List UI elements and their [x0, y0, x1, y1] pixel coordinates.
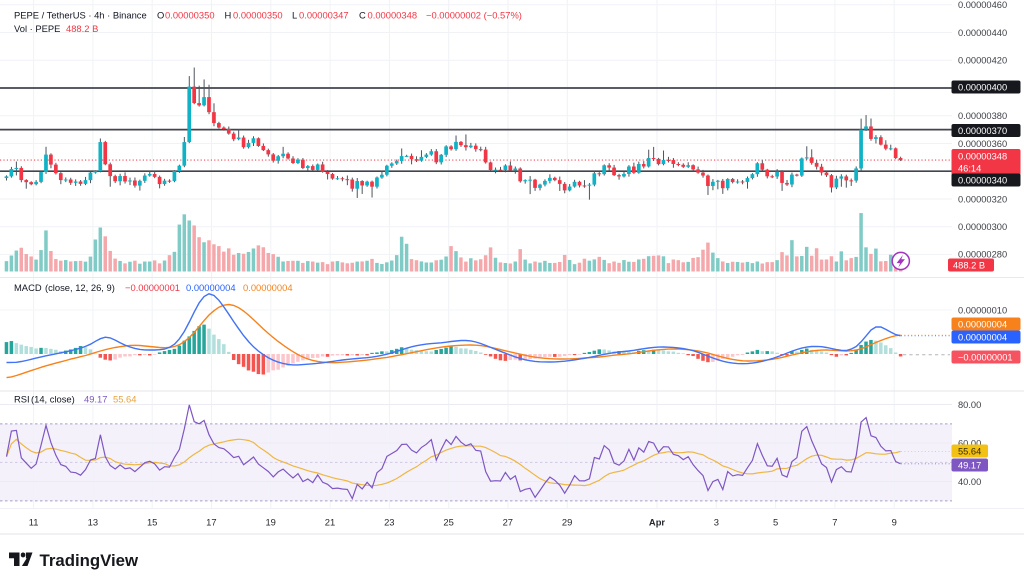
svg-text:49.17: 49.17	[84, 393, 107, 404]
svg-text:29: 29	[562, 516, 572, 527]
svg-text:25: 25	[443, 516, 453, 527]
svg-text:MACD: MACD	[14, 282, 42, 293]
svg-text:0.00000004: 0.00000004	[186, 282, 236, 293]
svg-text:3: 3	[714, 516, 719, 527]
svg-text:(14, close): (14, close)	[31, 393, 75, 404]
svg-text:488.2 B: 488.2 B	[953, 260, 985, 270]
svg-text:0.00000320: 0.00000320	[958, 194, 1007, 204]
svg-text:Apr: Apr	[649, 516, 665, 527]
svg-text:0.00000004: 0.00000004	[243, 282, 293, 293]
svg-text:13: 13	[88, 516, 98, 527]
svg-text:21: 21	[325, 516, 335, 527]
svg-text:0.00000300: 0.00000300	[958, 222, 1007, 232]
svg-text:0.00000440: 0.00000440	[958, 28, 1007, 38]
svg-text:−0.00000002 (−0.57%): −0.00000002 (−0.57%)	[426, 10, 522, 21]
svg-text:0.00000460: 0.00000460	[958, 0, 1007, 10]
svg-text:0.00000010: 0.00000010	[958, 305, 1007, 315]
svg-text:19: 19	[265, 516, 275, 527]
svg-text:7: 7	[832, 516, 837, 527]
svg-text:0.00000360: 0.00000360	[958, 139, 1007, 149]
svg-text:0.00000350: 0.00000350	[233, 10, 283, 21]
svg-text:27: 27	[503, 516, 513, 527]
svg-text:PEPE / TetherUS · 4h · Binance: PEPE / TetherUS · 4h · Binance	[14, 10, 147, 21]
svg-text:H: H	[225, 10, 232, 21]
svg-text:15: 15	[147, 516, 157, 527]
svg-text:0.00000347: 0.00000347	[299, 10, 349, 21]
svg-text:0.00000380: 0.00000380	[958, 111, 1007, 121]
svg-text:C: C	[359, 10, 366, 21]
svg-text:80.00: 80.00	[958, 400, 981, 410]
svg-text:0.00000370: 0.00000370	[958, 126, 1007, 136]
svg-text:L: L	[292, 10, 297, 21]
svg-text:0.00000348: 0.00000348	[368, 10, 418, 21]
svg-text:TradingView: TradingView	[40, 551, 139, 570]
svg-text:55.64: 55.64	[113, 393, 136, 404]
svg-text:0.00000400: 0.00000400	[958, 82, 1007, 92]
svg-text:5: 5	[773, 516, 778, 527]
svg-text:0.00000340: 0.00000340	[958, 175, 1007, 185]
svg-text:55.64: 55.64	[958, 446, 981, 456]
svg-text:46:14: 46:14	[958, 163, 981, 173]
svg-text:−0.00000001: −0.00000001	[958, 352, 1013, 362]
svg-text:RSI: RSI	[14, 393, 30, 404]
svg-text:0.00000004: 0.00000004	[958, 332, 1007, 342]
svg-text:60.00: 60.00	[958, 438, 981, 448]
svg-text:23: 23	[384, 516, 394, 527]
svg-text:40.00: 40.00	[958, 477, 981, 487]
svg-text:0.00000420: 0.00000420	[958, 56, 1007, 66]
svg-text:17: 17	[206, 516, 216, 527]
svg-text:9: 9	[892, 516, 897, 527]
svg-text:0.00000348: 0.00000348	[958, 151, 1007, 161]
svg-text:Vol · PEPE: Vol · PEPE	[14, 23, 60, 34]
svg-text:(close, 12, 26, 9): (close, 12, 26, 9)	[45, 282, 115, 293]
svg-text:11: 11	[29, 516, 39, 527]
svg-text:−0.00000001: −0.00000001	[125, 282, 180, 293]
svg-text:49.17: 49.17	[958, 460, 981, 470]
svg-text:0.00000004: 0.00000004	[958, 319, 1007, 329]
svg-text:O: O	[157, 10, 164, 21]
svg-text:0.00000350: 0.00000350	[165, 10, 215, 21]
svg-text:488.2 B: 488.2 B	[66, 23, 98, 34]
svg-text:0.00000280: 0.00000280	[958, 250, 1007, 260]
